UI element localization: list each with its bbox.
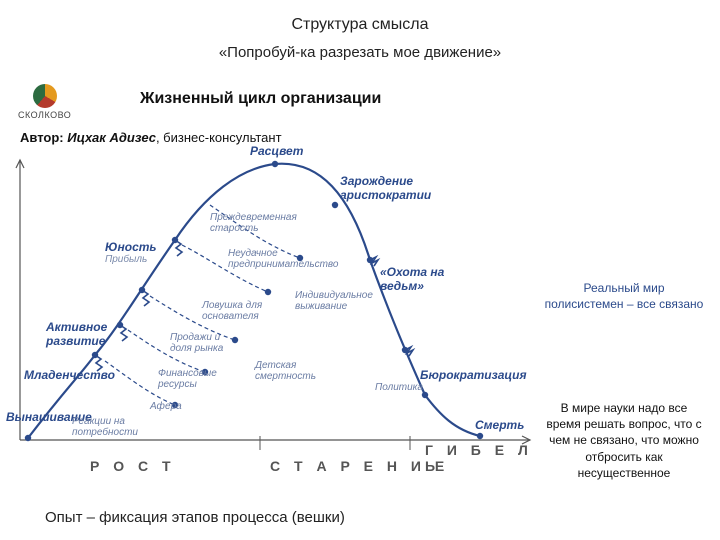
failure-label: Продажи идоля рынка [170,332,223,354]
author-role: , бизнес-консультант [156,130,282,145]
failure-label: Детскаясмертность [255,360,316,382]
failure-label: Политика [375,382,423,393]
stage-label: Расцвет [250,144,303,158]
stage-label: Бюрократизация [420,368,527,382]
failure-label: Реакции напотребности [72,416,138,438]
stage-label: Смерть [475,418,524,432]
stage-label: Младенчество [24,368,115,382]
failure-label: Преждевременнаястарость [210,212,297,234]
axis-phase-label: С Т А Р Е Н И Е [270,458,449,474]
failure-label: Ловушка дляоснователя [202,300,262,322]
logo-icon [33,84,57,108]
axis-phase-label: Р О С Т [90,458,176,474]
side-note-blue: Реальный мир полисистемен – все связано [544,280,704,312]
author-line: Автор: Ицхак Адизес, бизнес-консультант [20,130,282,145]
author-name: Ицхак Адизес [67,130,156,145]
author-label: Автор: [20,130,64,145]
lifecycle-diagram: ВынашиваниеМладенчествоАктивноеразвитиеЮ… [10,150,540,480]
failure-label: Неудачноепредпринимательство [228,248,339,270]
page-title: Структура смысла [0,16,720,34]
page-subtitle: «Попробуй-ка разрезать мое движение» [0,44,720,61]
failure-label: Финансовыересурсы [158,368,217,390]
chart-title: Жизненный цикл организации [140,90,381,108]
failure-label: Индивидуальноевыживание [295,290,373,312]
axis-phase-label: Г И Б Е Л Ь [425,442,540,474]
stage-label: ЮностьПрибыль [105,240,157,265]
footer-text: Опыт – фиксация этапов процесса (вешки) [45,509,345,526]
stage-label: Активноеразвитие [46,320,107,348]
logo: СКОЛКОВО [18,84,71,120]
side-note-black: В мире науки надо все время решать вопро… [544,400,704,481]
stage-label: Зарождениеаристократии [340,174,431,202]
stage-label: «Охота наведьм» [380,265,444,293]
failure-label: Афера [150,401,182,412]
logo-text: СКОЛКОВО [18,110,71,120]
